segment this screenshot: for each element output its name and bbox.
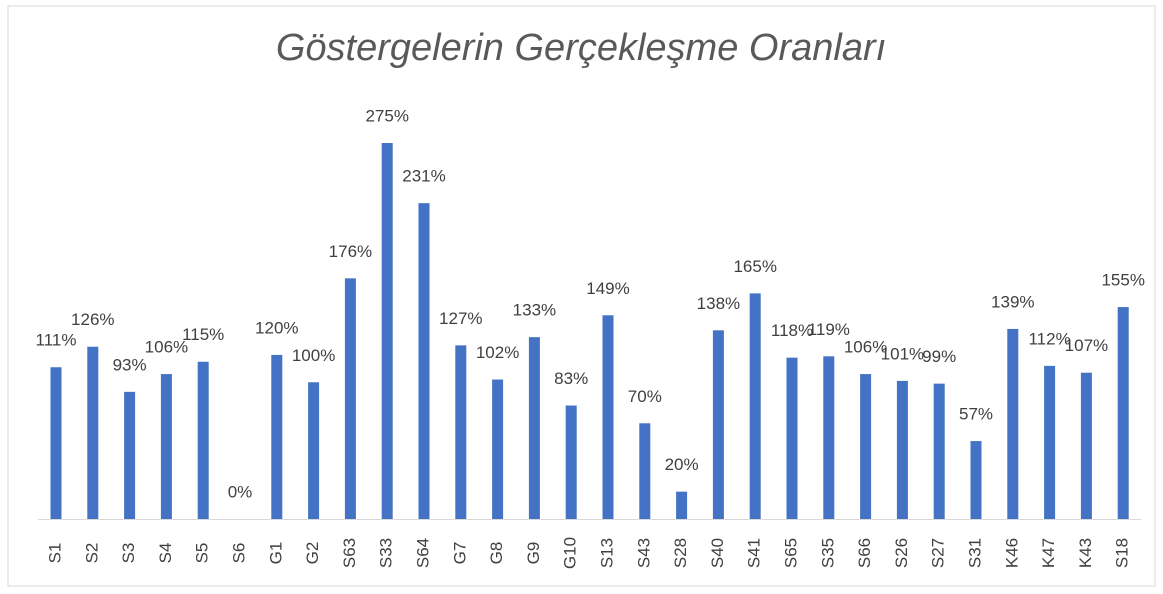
data-label: 127%	[439, 309, 482, 328]
x-tick-label: G7	[450, 542, 469, 565]
bar	[308, 382, 320, 519]
bar	[933, 383, 945, 519]
x-tick-label: G10	[561, 537, 580, 569]
x-tick-label: S43	[634, 538, 653, 568]
bar	[602, 315, 614, 519]
data-label: 93%	[113, 355, 147, 374]
x-tick-label: S3	[119, 543, 138, 564]
bar	[160, 374, 172, 519]
bar	[271, 354, 283, 519]
data-label: 102%	[476, 343, 519, 362]
data-label: 165%	[733, 257, 776, 276]
x-tick-label: S2	[82, 543, 101, 564]
data-label: 0%	[228, 482, 253, 501]
x-tick-label: S40	[708, 538, 727, 568]
bar	[896, 380, 908, 519]
x-tick-label: S35	[818, 538, 837, 568]
bar	[87, 346, 99, 519]
data-label: 176%	[329, 242, 372, 261]
data-label: 139%	[991, 292, 1034, 311]
x-tick-label: S5	[193, 543, 212, 564]
x-tick-label: S1	[45, 543, 64, 564]
bar	[1117, 307, 1129, 519]
x-tick-label: G9	[524, 542, 543, 565]
x-tick-label: S63	[340, 538, 359, 568]
data-label: 120%	[255, 318, 298, 337]
x-tick-label: S33	[377, 538, 396, 568]
data-label: 119%	[808, 320, 850, 339]
data-label: 83%	[554, 369, 588, 388]
bar	[418, 203, 430, 519]
x-tick-label: S41	[745, 538, 764, 568]
bar	[50, 367, 62, 519]
x-tick-label: S31	[965, 538, 984, 568]
data-label: 99%	[922, 347, 956, 366]
x-tick-label: K47	[1039, 538, 1058, 568]
x-tick-label: S18	[1113, 538, 1132, 568]
x-tick-label: S66	[855, 538, 874, 568]
x-tick-label: S28	[671, 538, 690, 568]
bar	[749, 293, 761, 519]
data-label: 107%	[1065, 336, 1108, 355]
x-tick-label: G2	[303, 542, 322, 565]
data-label: 112%	[1028, 329, 1070, 348]
bar	[528, 337, 540, 519]
x-tick-label: S13	[597, 538, 616, 568]
data-label: 118%	[771, 321, 813, 340]
bar	[786, 357, 798, 519]
x-tick-label: G1	[266, 542, 285, 565]
bar	[197, 361, 209, 519]
x-tick-label: G8	[487, 542, 506, 565]
x-tick-label: S26	[892, 538, 911, 568]
data-label: 106%	[844, 338, 887, 357]
bar	[1007, 328, 1019, 519]
data-label: 149%	[586, 279, 629, 298]
bar	[1044, 365, 1056, 519]
bar	[1080, 372, 1092, 519]
data-label: 70%	[628, 387, 662, 406]
x-tick-label: S65	[781, 538, 800, 568]
data-label: 100%	[292, 346, 335, 365]
data-label: 138%	[697, 294, 740, 313]
bar	[344, 278, 356, 519]
x-tick-label: K46	[1002, 538, 1021, 568]
bar	[381, 143, 393, 519]
bar	[455, 345, 467, 519]
x-tick-label: K43	[1076, 538, 1095, 568]
data-label: 57%	[959, 405, 993, 424]
x-tick-label: S64	[413, 538, 432, 568]
data-label: 133%	[513, 301, 556, 320]
bar	[676, 491, 688, 519]
data-label: 115%	[182, 325, 224, 344]
data-label: 20%	[665, 455, 699, 474]
data-label: 231%	[402, 167, 445, 186]
data-label: 101%	[881, 344, 924, 363]
data-label: 111%	[36, 331, 77, 350]
bar	[712, 330, 724, 519]
bar	[565, 405, 577, 519]
data-label: 155%	[1101, 271, 1144, 290]
chart-border	[7, 5, 1156, 587]
bar	[124, 391, 136, 519]
x-tick-label: S6	[229, 543, 248, 564]
bar	[970, 441, 982, 519]
bar	[639, 423, 651, 519]
x-tick-label: S27	[929, 538, 948, 568]
bar	[860, 374, 872, 519]
data-label: 126%	[71, 310, 114, 329]
x-tick-label: S4	[156, 543, 175, 564]
data-label: 106%	[145, 338, 188, 357]
chart-title: Göstergelerin Gerçekleşme Oranları	[276, 27, 886, 69]
data-label: 275%	[365, 106, 408, 125]
bar	[492, 379, 504, 519]
bar	[823, 356, 835, 519]
